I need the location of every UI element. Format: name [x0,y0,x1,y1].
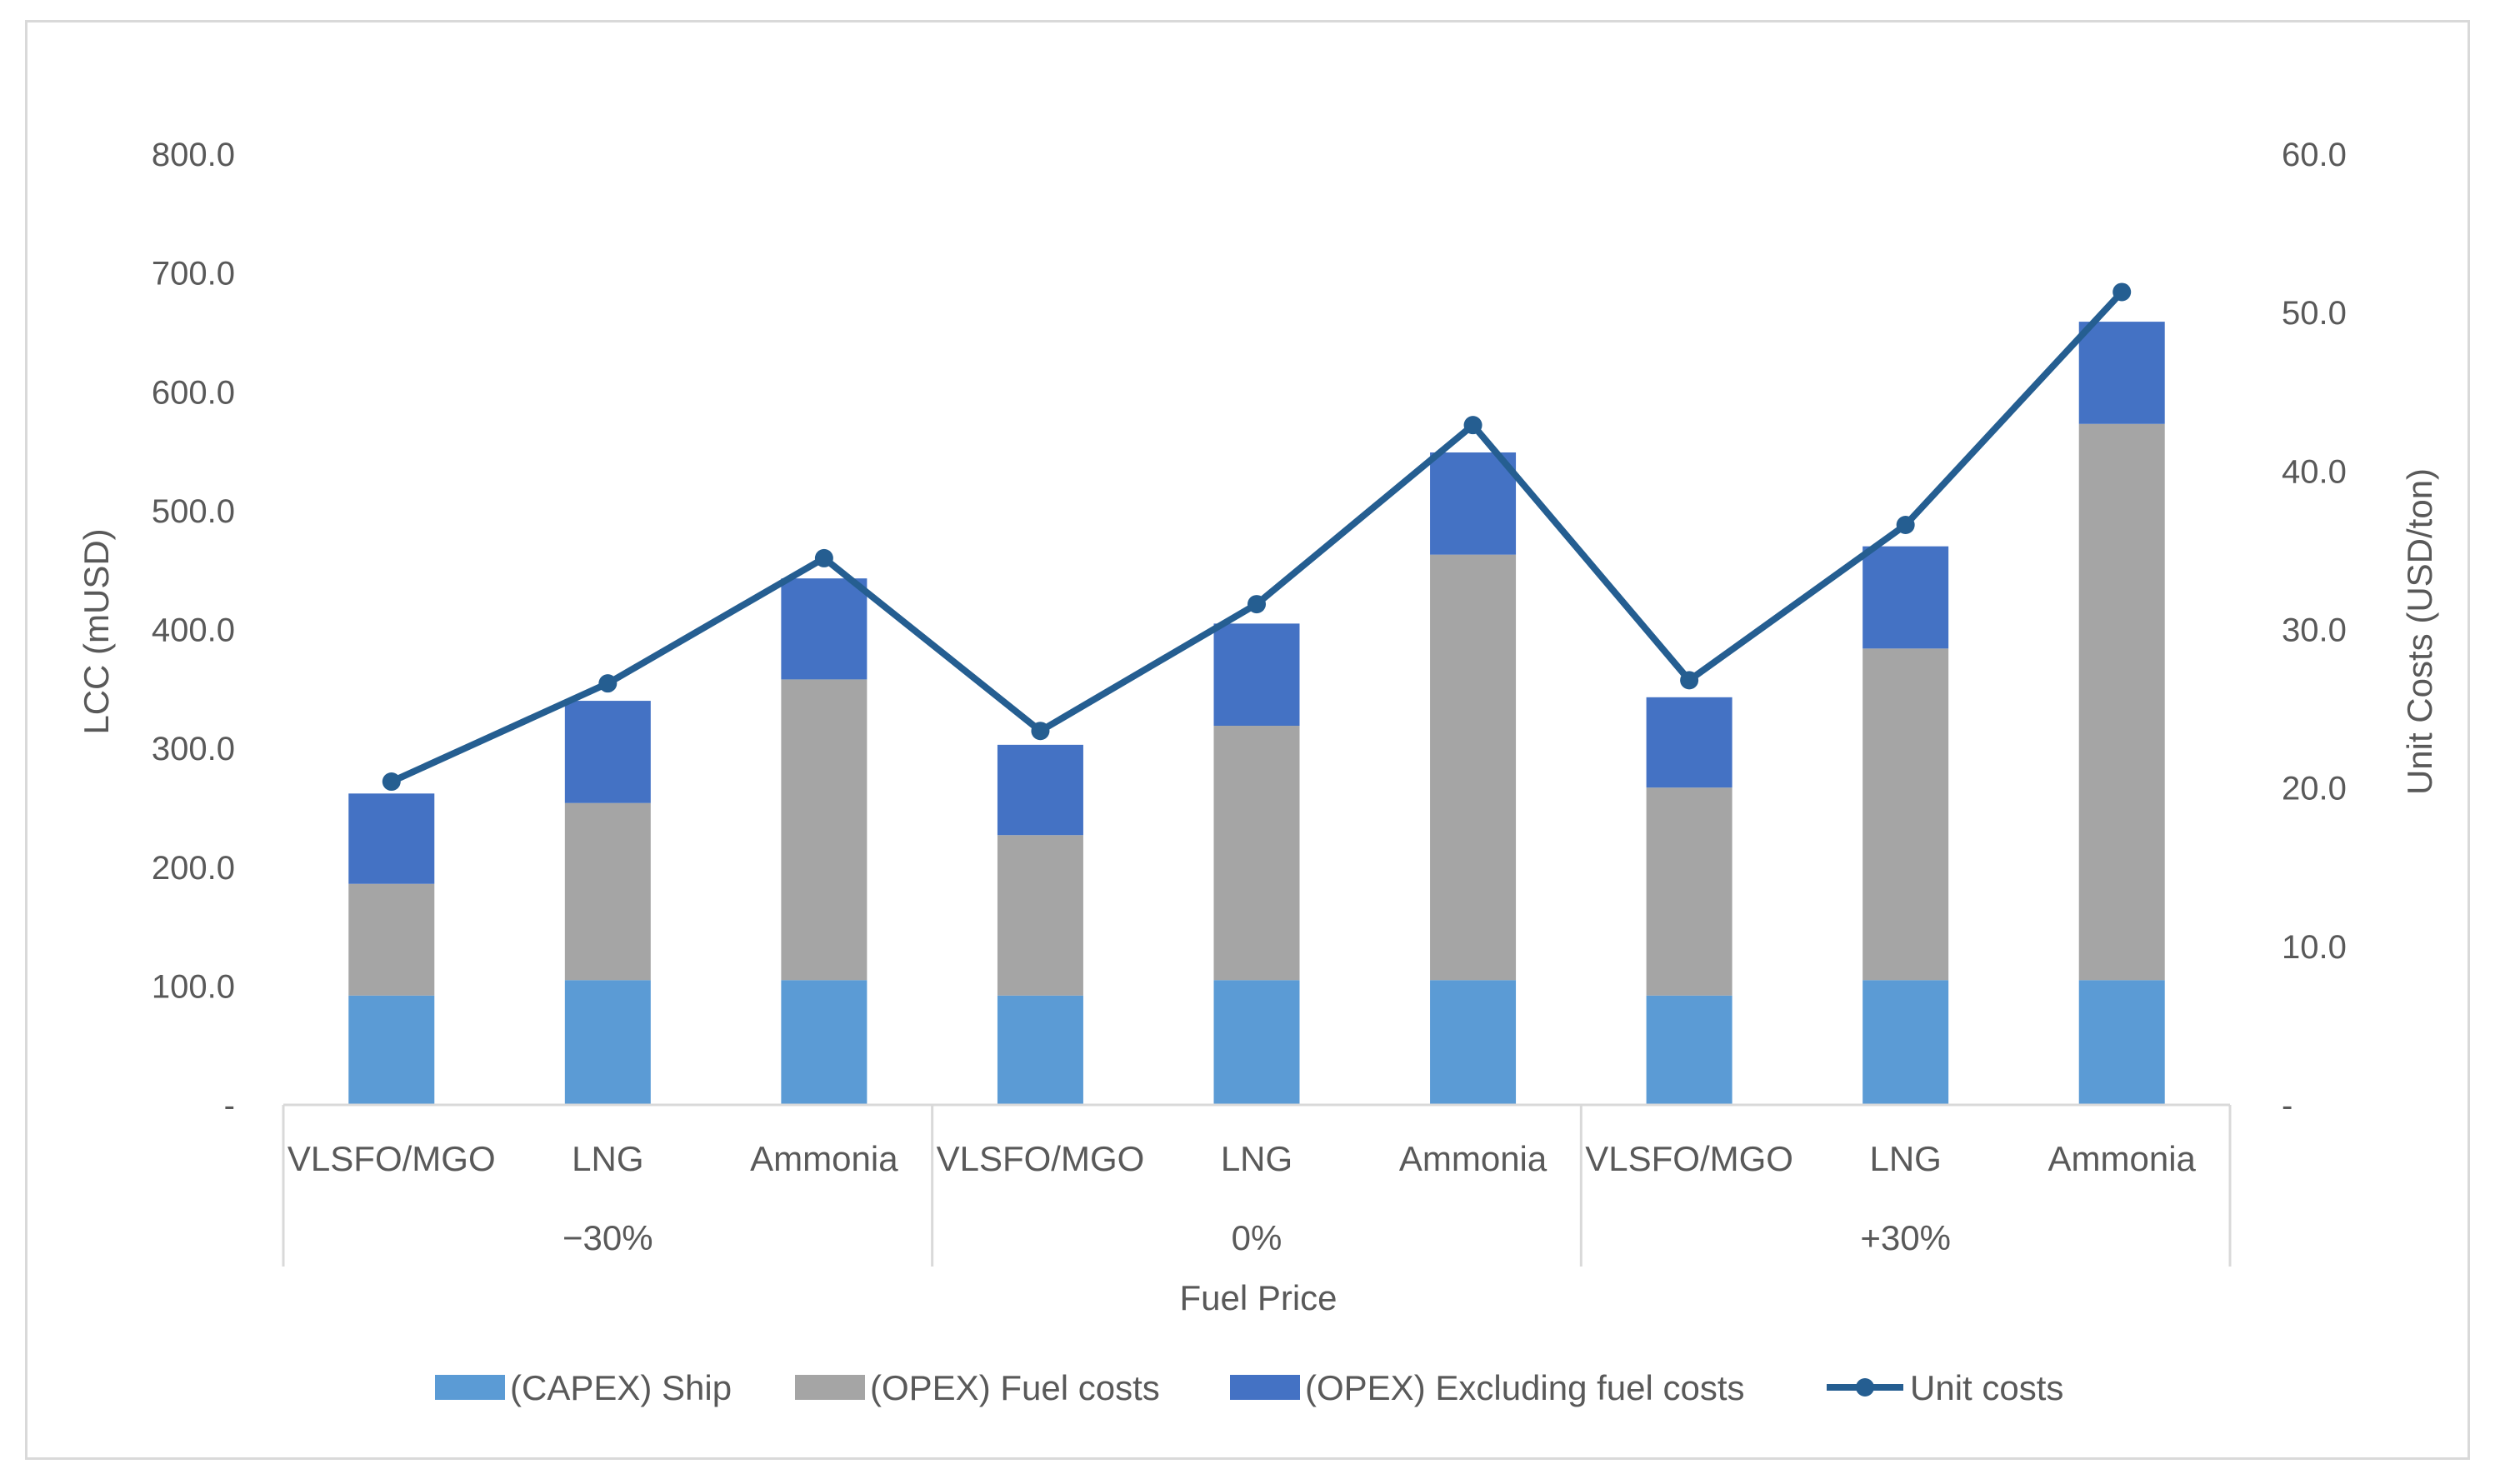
bar-segment [1213,623,1300,727]
legend-label: (OPEX) Fuel costs [870,1368,1160,1407]
category-label: VLSFO/MGO [1585,1139,1793,1178]
unit-costs-point [1680,671,1699,690]
y-tick-label: 800.0 [152,137,235,173]
bars [348,322,2165,1105]
group-label: −30% [562,1218,653,1257]
category-labels: VLSFO/MGO LNG Ammonia VLSFO/MGO LNG Ammonia VL… [288,1139,2197,1257]
category-label: VLSFO/MGO [288,1139,496,1178]
y-tick-label: 100.0 [152,968,235,1005]
y-axis-right: - 10.0 20.0 30.0 40.0 50.0 60.0 [2282,137,2347,1124]
bar-segment [564,802,651,981]
y2-tick-label: 10.0 [2282,929,2347,966]
bar-segment [781,578,868,680]
bar-segment [1862,648,1949,981]
bar-segment [1430,980,1517,1105]
bar-segment [1430,554,1517,981]
unit-costs-point [2112,282,2132,302]
bar-segment [348,883,435,996]
category-label: LNG [1869,1139,1941,1178]
y-tick-label: 300.0 [152,731,235,767]
legend-label: (OPEX) Excluding fuel costs [1305,1368,1745,1407]
x-axis-title: Fuel Price [1179,1278,1337,1317]
y2-tick-label: 20.0 [2282,771,2347,807]
legend-label: (CAPEX) Ship [510,1368,732,1407]
unit-costs-point [814,548,833,567]
bar-segment [997,995,1083,1105]
bar-segment [2078,423,2165,981]
legend-swatch [1230,1375,1300,1400]
unit-costs-point [598,674,618,693]
bar-segment [781,980,868,1105]
group-label: +30% [1860,1218,1951,1257]
y-tick-label: 700.0 [152,256,235,292]
unit-costs-point [1463,416,1482,435]
bar-segment [1646,697,1732,788]
y2-tick-label: 60.0 [2282,137,2347,173]
y-tick-label: - [224,1087,235,1124]
bar-segment [1430,452,1517,555]
category-label: LNG [572,1139,643,1178]
bar-segment [348,793,435,884]
group-label: 0% [1232,1218,1282,1257]
y2-tick-label: 40.0 [2282,453,2347,490]
y-tick-label: 400.0 [152,612,235,649]
bar-segment [564,980,651,1105]
y2-tick-label: 50.0 [2282,295,2347,332]
bar-segment [1646,995,1732,1105]
category-label: Ammonia [2048,1139,2197,1178]
legend: (CAPEX) Ship (OPEX) Fuel costs (OPEX) Excl… [435,1368,2063,1407]
unit-costs-point [1896,515,1915,534]
y-tick-label: 200.0 [152,850,235,887]
y-axis-title: LCC (mUSD) [77,528,116,734]
y-tick-label: 600.0 [152,374,235,411]
category-axis [282,1103,2232,1267]
y2-tick-label: 30.0 [2282,612,2347,649]
bar-segment [2078,980,2165,1105]
unit-costs-point [1248,595,1266,614]
y-tick-label: 500.0 [152,493,235,530]
bar-segment [1862,546,1949,649]
bar-segment [1213,980,1300,1105]
category-label: Ammonia [750,1139,898,1178]
category-label: Ammonia [1399,1139,1548,1178]
unit-costs-line [382,282,2132,792]
legend-swatch [795,1375,865,1400]
bar-segment [1646,787,1732,996]
bar-segment [2078,322,2165,424]
category-label: VLSFO/MGO [937,1139,1145,1178]
y2-tick-label: - [2282,1087,2292,1124]
unit-costs-point [382,772,401,792]
bar-segment [1862,980,1949,1105]
bar-segment [781,679,868,981]
bar-segment [1213,726,1300,981]
legend-marker [1856,1378,1874,1397]
unit-costs-point [1031,722,1050,741]
legend-swatch [435,1375,505,1400]
bar-segment [997,744,1083,836]
bar-segment [997,835,1083,996]
y2-axis-title: Unit Costs (USD/ton) [2400,468,2439,795]
legend-label: Unit costs [1910,1368,2063,1407]
bar-segment [564,701,651,803]
y-axis-left: - 100.0 200.0 300.0 400.0 500.0 600.0 700.0 800.… [152,137,235,1124]
bar-segment [348,995,435,1105]
category-label: LNG [1221,1139,1292,1178]
